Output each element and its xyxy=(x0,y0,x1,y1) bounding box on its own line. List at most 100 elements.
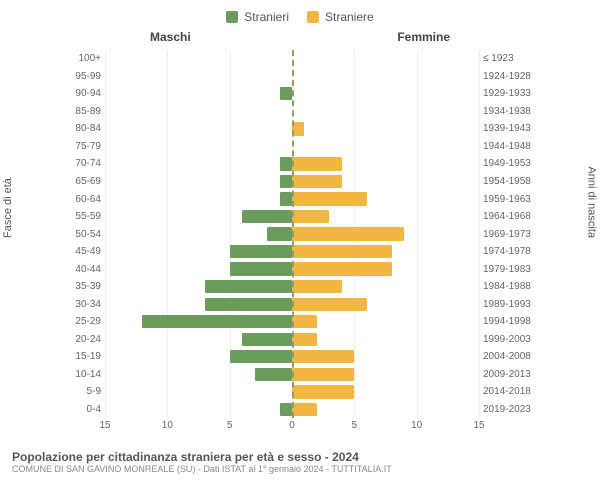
age-label: 40-44 xyxy=(65,264,105,275)
bar-female xyxy=(292,210,329,223)
y-axis-label-left: Fasce di età xyxy=(2,178,14,238)
chart-row: 65-69 1954-1958 xyxy=(65,173,535,191)
chart-row: 100+ ≤ 1923 xyxy=(65,50,535,68)
birth-label: 2014-2018 xyxy=(479,386,535,397)
chart-rows: 100+ ≤ 1923 95-99 1924-1928 90-941929-193385… xyxy=(65,50,535,418)
chart-row: 75-79 1944-1948 xyxy=(65,138,535,156)
birth-label: 2004-2008 xyxy=(479,351,535,362)
bar-male xyxy=(205,298,292,311)
bar-male xyxy=(280,192,292,205)
age-label: 70-74 xyxy=(65,158,105,169)
chart-row: 45-49 1974-1978 xyxy=(65,243,535,261)
side-title-female: Femmine xyxy=(397,30,450,44)
x-tick-label: 5 xyxy=(227,420,233,431)
legend: Stranieri Straniere xyxy=(0,0,600,28)
population-pyramid: Maschi Femmine Fasce di età Anni di nasc… xyxy=(10,28,590,448)
bar-male xyxy=(242,210,292,223)
x-tick-label: 5 xyxy=(352,420,358,431)
bar-male xyxy=(230,350,292,363)
bar-female xyxy=(292,333,317,346)
bar-female xyxy=(292,192,367,205)
bar-female xyxy=(292,350,354,363)
legend-item-female: Straniere xyxy=(307,10,374,24)
chart-row: 25-29 1994-1998 xyxy=(65,313,535,331)
birth-label: 1929-1933 xyxy=(479,88,535,99)
birth-label: 1989-1993 xyxy=(479,299,535,310)
chart-row: 30-34 1989-1993 xyxy=(65,295,535,313)
swatch-female xyxy=(307,11,319,23)
age-label: 35-39 xyxy=(65,281,105,292)
birth-label: 1969-1973 xyxy=(479,229,535,240)
y-axis-label-right: Anni di nascita xyxy=(586,166,598,238)
birth-label: 1959-1963 xyxy=(479,194,535,205)
x-tick-label: 15 xyxy=(473,420,484,431)
bar-male xyxy=(280,157,292,170)
bar-male xyxy=(142,315,292,328)
birth-label: 1994-1998 xyxy=(479,316,535,327)
legend-label-male: Stranieri xyxy=(244,10,289,24)
bar-male xyxy=(230,262,292,275)
side-title-male: Maschi xyxy=(150,30,191,44)
chart-row: 40-44 1979-1983 xyxy=(65,260,535,278)
birth-label: 1964-1968 xyxy=(479,211,535,222)
age-label: 25-29 xyxy=(65,316,105,327)
birth-label: 2019-2023 xyxy=(479,404,535,415)
chart-row: 90-941929-1933 xyxy=(65,85,535,103)
birth-label: ≤ 1923 xyxy=(479,53,535,64)
birth-label: 1984-1988 xyxy=(479,281,535,292)
chart-row: 50-54 1969-1973 xyxy=(65,225,535,243)
age-label: 75-79 xyxy=(65,141,105,152)
bar-female xyxy=(292,403,317,416)
bar-female xyxy=(292,245,392,258)
age-label: 5-9 xyxy=(65,386,105,397)
bar-female xyxy=(292,175,342,188)
bar-male xyxy=(280,175,292,188)
bar-male xyxy=(205,280,292,293)
age-label: 95-99 xyxy=(65,71,105,82)
birth-label: 1924-1928 xyxy=(479,71,535,82)
birth-label: 1944-1948 xyxy=(479,141,535,152)
age-label: 30-34 xyxy=(65,299,105,310)
bar-female xyxy=(292,298,367,311)
birth-label: 1979-1983 xyxy=(479,264,535,275)
bar-female xyxy=(292,157,342,170)
swatch-male xyxy=(226,11,238,23)
chart-row: 20-24 1999-2003 xyxy=(65,331,535,349)
birth-label: 1934-1938 xyxy=(479,106,535,117)
age-label: 0-4 xyxy=(65,404,105,415)
birth-label: 1974-1978 xyxy=(479,246,535,257)
age-label: 10-14 xyxy=(65,369,105,380)
chart-row: 85-891934-1938 xyxy=(65,103,535,121)
bar-female xyxy=(292,368,354,381)
chart-row: 70-74 1949-1953 xyxy=(65,155,535,173)
bar-female xyxy=(292,315,317,328)
age-label: 65-69 xyxy=(65,176,105,187)
age-label: 50-54 xyxy=(65,229,105,240)
bar-male xyxy=(280,403,292,416)
chart-row: 35-39 1984-1988 xyxy=(65,278,535,296)
age-label: 45-49 xyxy=(65,246,105,257)
bar-male xyxy=(280,87,292,100)
legend-label-female: Straniere xyxy=(325,10,374,24)
age-label: 55-59 xyxy=(65,211,105,222)
chart-row: 60-641959-1963 xyxy=(65,190,535,208)
age-label: 20-24 xyxy=(65,334,105,345)
age-label: 15-19 xyxy=(65,351,105,362)
center-axis xyxy=(292,50,294,418)
x-tick-label: 15 xyxy=(99,420,110,431)
chart-row: 0-4 2019-2023 xyxy=(65,401,535,419)
bar-male xyxy=(242,333,292,346)
birth-label: 1939-1943 xyxy=(479,123,535,134)
bar-female xyxy=(292,280,342,293)
chart-row: 15-19 2004-2008 xyxy=(65,348,535,366)
footer-title: Popolazione per cittadinanza straniera p… xyxy=(12,450,588,464)
bar-female xyxy=(292,262,392,275)
birth-label: 1954-1958 xyxy=(479,176,535,187)
bar-male xyxy=(255,368,292,381)
x-tick-label: 0 xyxy=(289,420,295,431)
chart-row: 95-99 1924-1928 xyxy=(65,68,535,86)
birth-label: 1949-1953 xyxy=(479,158,535,169)
bar-female xyxy=(292,227,404,240)
age-label: 100+ xyxy=(65,53,105,64)
birth-label: 1999-2003 xyxy=(479,334,535,345)
